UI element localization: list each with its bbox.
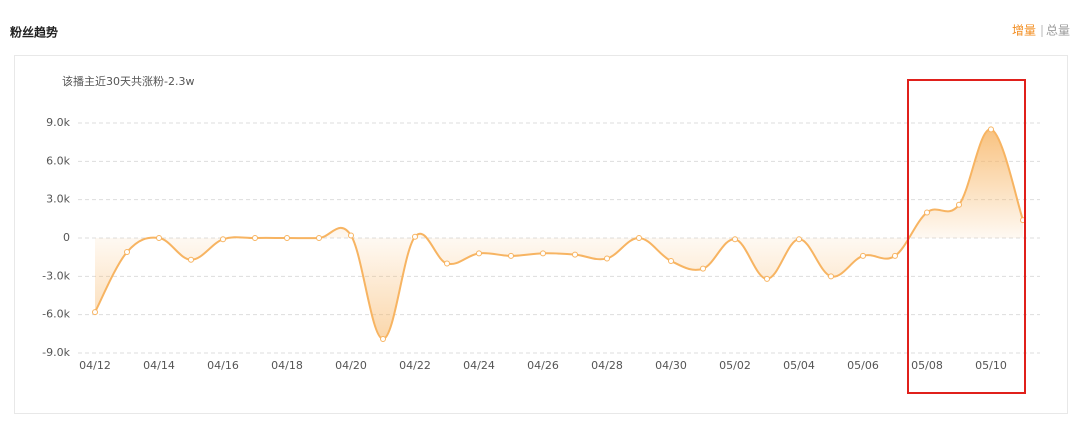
point [924,209,930,216]
point [828,273,834,280]
y-tick-label: -9.0k [42,346,70,359]
y-tick-label: 6.0k [46,154,70,167]
point [156,235,162,241]
point [124,249,130,256]
point [316,235,322,241]
point [540,250,546,257]
x-tick-label: 04/22 [399,359,431,372]
point [764,275,770,282]
point [188,256,194,263]
point [92,309,98,316]
point [732,236,738,243]
x-tick-label: 04/28 [591,359,623,372]
x-tick-label: 05/08 [911,359,943,372]
point [380,335,386,342]
point [892,252,898,259]
point [572,251,578,258]
x-tick-label: 04/14 [143,359,175,372]
point [700,265,706,272]
y-tick-label: 9.0k [46,116,70,129]
plot: -9.0k -6.0k -3.0k 0 3.0k 6.0k 9.0k 04/12 04/14 04… [42,116,1040,372]
point [220,236,226,243]
point [860,252,866,259]
point [668,258,674,264]
tab-increment[interactable]: 增量 [1012,24,1036,38]
point [252,235,258,241]
area [95,129,1023,339]
x-tick-label: 04/16 [207,359,239,372]
x-tick-label: 04/18 [271,359,303,372]
point [636,235,642,241]
point [988,126,994,133]
point [508,252,514,259]
x-tick-label: 04/20 [335,359,367,372]
point [604,255,610,262]
y-tick-label: -3.0k [42,269,70,282]
x-tick-label: 05/04 [783,359,815,372]
x-tick-label: 04/26 [527,359,559,372]
point [412,233,418,240]
highlight-box [907,79,1026,394]
y-tick-label: 3.0k [46,193,70,206]
line [94,128,1024,340]
x-tick-label: 04/12 [79,359,111,372]
point [348,232,354,239]
chart-panel [14,55,1068,414]
y-tick-label: 0 [63,231,70,244]
section-title: 粉丝趋势 [10,25,58,40]
tab-total[interactable]: 总量 [1046,24,1070,38]
y-tick-label: -6.0k [42,308,70,321]
x-tick-label: 05/10 [975,359,1007,372]
x-tick-label: 04/24 [463,359,495,372]
point [284,235,290,241]
point [796,236,802,243]
point [956,201,962,208]
point [476,250,482,257]
point [444,260,450,267]
x-tick-label: 05/02 [719,359,751,372]
chart-subtitle: 该播主近30天共涨粉-2.3w [62,74,194,88]
x-tick-label: 04/30 [655,359,687,372]
x-tick-label: 05/06 [847,359,879,372]
